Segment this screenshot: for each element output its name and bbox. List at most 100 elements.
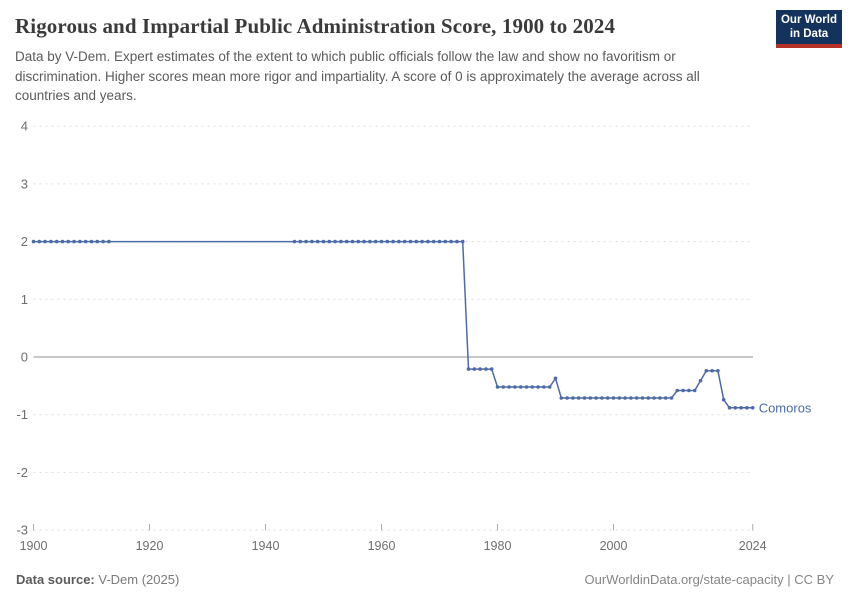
owid-logo-line1: Our World	[780, 13, 837, 26]
x-tick-label: 1980	[484, 539, 512, 553]
chart-subtitle: Data by V-Dem. Expert estimates of the e…	[15, 49, 700, 104]
data-point-marker	[501, 385, 506, 389]
data-point-marker	[321, 239, 326, 244]
data-point-marker	[611, 396, 616, 400]
data-point-marker	[397, 239, 401, 244]
data-point-marker	[315, 239, 320, 244]
data-point-marker	[681, 388, 685, 393]
data-point-marker	[350, 239, 355, 244]
chart-footer: Data source: V-Dem (2025) OurWorldinData…	[16, 572, 834, 587]
data-point-marker	[466, 367, 471, 371]
data-point-marker	[739, 406, 743, 410]
data-point-marker	[107, 239, 111, 244]
data-point-marker	[472, 367, 477, 371]
data-point-marker	[617, 396, 622, 400]
data-point-marker	[658, 396, 662, 400]
data-point-marker	[304, 239, 308, 244]
data-point-marker	[565, 396, 569, 400]
data-source-value: V-Dem (2025)	[98, 572, 180, 587]
data-point-marker	[426, 239, 430, 244]
data-point-marker	[31, 239, 36, 244]
data-point-marker	[60, 239, 65, 244]
data-point-marker	[663, 396, 668, 400]
data-point-marker	[362, 239, 366, 244]
data-point-marker	[460, 239, 465, 244]
data-point-marker	[43, 239, 47, 244]
data-point-marker	[704, 369, 709, 373]
data-point-marker	[495, 385, 500, 389]
data-point-marker	[733, 406, 738, 410]
data-point-marker	[484, 367, 488, 371]
data-point-marker	[692, 388, 697, 393]
data-point-marker	[489, 367, 494, 371]
data-point-marker	[640, 396, 645, 400]
y-tick-label: -3	[16, 523, 28, 538]
data-point-marker	[669, 396, 674, 400]
owid-logo-line2: in Data	[789, 28, 829, 40]
x-tick-label: 1940	[252, 539, 280, 553]
data-point-marker	[66, 239, 71, 244]
data-point-marker	[594, 396, 598, 400]
y-tick-label: 0	[21, 350, 28, 365]
y-tick-label: -2	[16, 465, 28, 480]
data-point-marker	[414, 239, 419, 244]
data-point-marker	[101, 239, 105, 244]
data-point-marker	[310, 239, 314, 244]
data-point-marker	[437, 239, 442, 244]
data-point-marker	[513, 385, 517, 389]
y-tick-label: 1	[21, 292, 28, 307]
data-point-marker	[385, 239, 390, 244]
data-point-marker	[368, 239, 372, 244]
data-point-marker	[298, 239, 303, 244]
data-point-marker	[78, 239, 82, 244]
data-point-marker	[588, 396, 593, 400]
data-point-marker	[327, 239, 332, 244]
y-tick-label: 2	[21, 234, 28, 249]
x-tick-label: 2024	[739, 539, 767, 553]
comoros-line	[33, 240, 753, 409]
data-point-marker	[379, 239, 384, 244]
license-url-text: OurWorldinData.org/state-capacity | CC B…	[584, 572, 834, 587]
data-point-marker	[455, 239, 459, 244]
x-tick-label: 1920	[136, 539, 164, 553]
data-point-marker	[391, 239, 395, 244]
data-point-marker	[716, 369, 720, 373]
data-point-marker	[745, 406, 749, 410]
data-point-marker	[37, 239, 42, 244]
data-point-marker	[524, 385, 529, 389]
data-point-marker	[605, 396, 610, 400]
data-point-marker	[530, 385, 535, 389]
data-point-marker	[542, 385, 546, 389]
data-point-marker	[727, 406, 732, 410]
data-point-marker	[478, 367, 482, 371]
y-tick-label: 4	[21, 119, 28, 134]
data-point-marker	[72, 239, 76, 244]
data-point-marker	[518, 385, 523, 389]
data-source: Data source: V-Dem (2025)	[16, 572, 179, 587]
data-point-marker	[339, 239, 343, 244]
data-point-marker	[582, 396, 587, 400]
data-point-marker	[373, 239, 378, 244]
x-tick-label: 1960	[368, 539, 396, 553]
data-point-marker	[89, 239, 94, 244]
x-tick-label: 2000	[600, 539, 628, 553]
data-point-marker	[333, 239, 337, 244]
data-point-marker	[553, 376, 558, 381]
data-point-marker	[721, 397, 726, 402]
data-point-marker	[623, 396, 627, 400]
data-point-marker	[431, 239, 436, 244]
data-source-label: Data source:	[16, 572, 95, 587]
data-point-marker	[698, 378, 703, 383]
data-point-marker	[95, 239, 100, 244]
data-point-marker	[634, 396, 639, 400]
y-tick-label: -1	[16, 407, 28, 422]
data-point-marker	[547, 385, 552, 389]
data-point-marker	[629, 396, 633, 400]
data-point-marker	[292, 239, 297, 244]
y-tick-label: 3	[21, 176, 28, 191]
owid-logo: Our World in Data	[776, 10, 842, 48]
data-point-marker	[571, 396, 575, 400]
data-point-marker	[507, 385, 511, 389]
data-point-marker	[449, 239, 453, 244]
data-point-marker	[344, 239, 349, 244]
